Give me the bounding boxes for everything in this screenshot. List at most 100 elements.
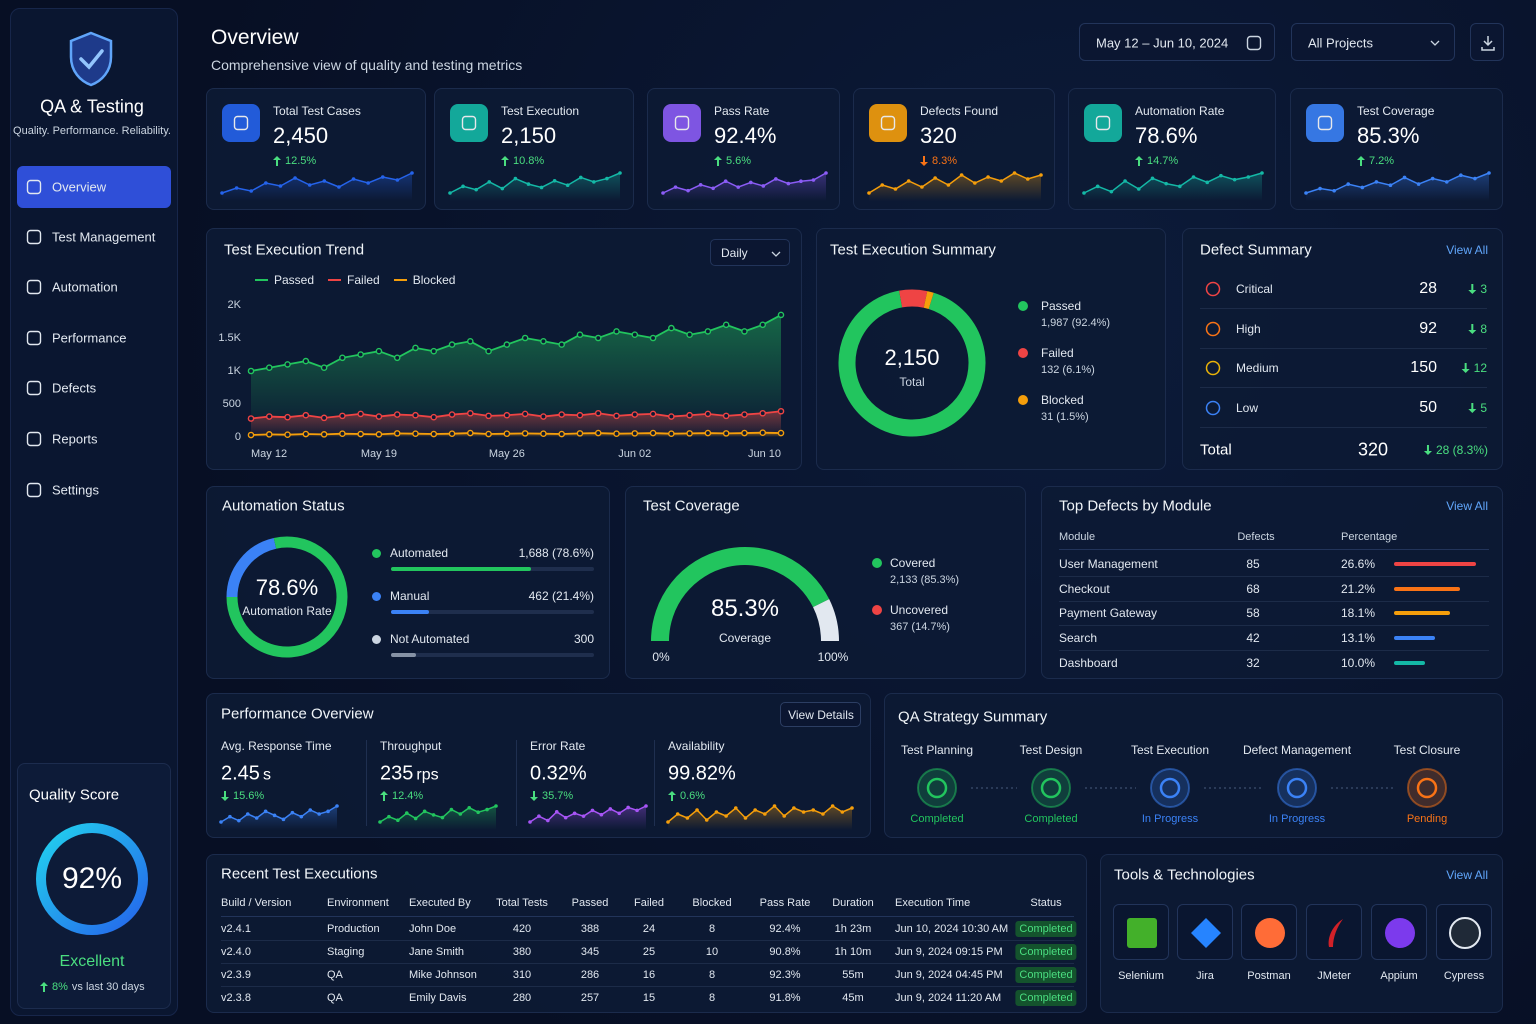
nav-item[interactable]: Reports [17, 418, 171, 460]
sparkline-dot [431, 813, 436, 817]
sparkline-dot [1123, 179, 1127, 183]
sparkline-dot [366, 181, 370, 185]
legend-dot [372, 549, 381, 558]
y-tick-label: 1.5K [218, 332, 241, 344]
progress-bar [391, 567, 531, 571]
link[interactable]: View All [1446, 868, 1488, 882]
ring-segment [226, 537, 277, 598]
execution-trend-card: Test Execution Trend Daily Passed Failed Blo… [206, 228, 802, 470]
sparkline-dot [946, 183, 951, 187]
sparkline-dot [714, 810, 719, 814]
legend-label: Manual [390, 589, 430, 603]
kpi-label: Test Execution [501, 104, 580, 118]
sparkline-dot [326, 809, 330, 814]
card-title: Recent Test Executions [221, 865, 378, 883]
icon-shape [26, 179, 42, 195]
series-point [339, 430, 346, 437]
nav-item[interactable]: Test Management [17, 216, 171, 258]
step-name: Test Closure [1393, 743, 1461, 757]
sparkline-dot [563, 815, 568, 820]
kpi-icon [1084, 104, 1122, 142]
sparkline-dot [308, 808, 313, 812]
module-name: Dashboard [1059, 655, 1118, 670]
logo-shape [1449, 917, 1481, 949]
link[interactable]: View All [1446, 243, 1488, 257]
arrow [40, 982, 48, 992]
series-point [649, 334, 657, 342]
sparkline-dot [973, 181, 977, 185]
download-button[interactable] [1470, 23, 1504, 61]
icon-shape [1205, 321, 1221, 336]
step-status: Pending [1406, 813, 1448, 825]
tool-tile[interactable] [1113, 904, 1169, 960]
sparkline-dot [1473, 176, 1477, 181]
row-divider [221, 963, 1074, 964]
sparkline-dot [753, 808, 757, 812]
tool-tile[interactable] [1241, 904, 1297, 960]
nav-item[interactable]: Automation [17, 266, 171, 308]
tool-name: Selenium [1118, 970, 1164, 982]
series-point [722, 412, 730, 420]
nav-item[interactable]: Defects [17, 367, 171, 409]
icon [1205, 321, 1221, 336]
period-select[interactable]: Daily [710, 239, 790, 266]
change-arrow [1461, 363, 1470, 373]
cell: Mike Johnson [409, 969, 477, 981]
view-details-button[interactable]: View Details [780, 702, 861, 727]
percentage-bar [1394, 586, 1460, 591]
sparkline-dot [1487, 171, 1491, 175]
series-point [722, 430, 730, 437]
sparkline-dot [554, 810, 559, 814]
series-point [558, 411, 565, 418]
sparkline-dot [675, 812, 680, 816]
sparkline-dot [220, 191, 224, 195]
sparkline-area [530, 806, 646, 830]
step-core [1159, 777, 1181, 799]
sparkline-dot [410, 171, 414, 175]
icon [26, 330, 42, 346]
series-point [594, 429, 602, 437]
legend-label: Blocked [412, 273, 456, 287]
tagline: Quality. Performance. Reliability. [13, 125, 171, 137]
gauge-min: 0% [652, 650, 670, 664]
sparkline-dot [578, 175, 583, 180]
sparkline-dot [581, 814, 586, 818]
series-point [704, 328, 712, 335]
legend-dot [372, 635, 381, 644]
cell: 8 [708, 992, 716, 1004]
tool-name: JMeter [1317, 970, 1351, 982]
execution-summary-card: Test Execution Summary 2,150 Total Passed 1,… [816, 228, 1166, 470]
series-point [503, 430, 511, 437]
sparkline-dot [608, 807, 613, 811]
arrow [530, 791, 538, 801]
series-point [503, 341, 511, 348]
legend-item: Passed [255, 273, 314, 287]
date-picker[interactable]: May 12 – Jun 10, 2024 [1079, 23, 1275, 61]
tool-tile[interactable] [1436, 904, 1492, 960]
cell: 310 [512, 969, 532, 981]
tools-card: Tools & Technologies View All Selenium Jira… [1100, 854, 1503, 1013]
kpi-icon [222, 104, 260, 142]
tool-tile[interactable] [1306, 904, 1362, 960]
sparkline-area [663, 173, 826, 201]
series-point [594, 334, 602, 342]
sparkline-dot [673, 185, 678, 189]
cell: 1h 23m [834, 923, 872, 935]
project-select[interactable]: All Projects [1291, 23, 1455, 61]
sparkline-dot [474, 187, 478, 192]
percentage-bar [1394, 660, 1425, 665]
cell: QA [327, 969, 343, 981]
defect-count: 32 [1246, 655, 1260, 670]
cell: 16 [642, 969, 656, 981]
nav-item[interactable]: Overview [17, 166, 171, 208]
legend-label: Passed [274, 273, 315, 287]
step-name: Defect Management [1242, 743, 1352, 757]
tool-tile[interactable] [1177, 904, 1233, 960]
sparkline [221, 172, 413, 194]
change: 7.2% [1357, 155, 1394, 167]
tool-tile[interactable] [1371, 904, 1427, 960]
nav-item[interactable]: Settings [17, 469, 171, 511]
sparkline-dot [1430, 176, 1435, 181]
link[interactable]: View All [1446, 499, 1488, 513]
nav-item[interactable]: Performance [17, 317, 171, 359]
